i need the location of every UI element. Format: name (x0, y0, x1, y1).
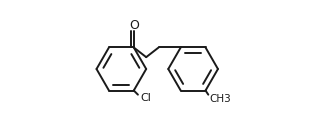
Text: O: O (129, 19, 139, 32)
Text: Cl: Cl (141, 93, 152, 103)
Text: CH3: CH3 (210, 94, 231, 104)
